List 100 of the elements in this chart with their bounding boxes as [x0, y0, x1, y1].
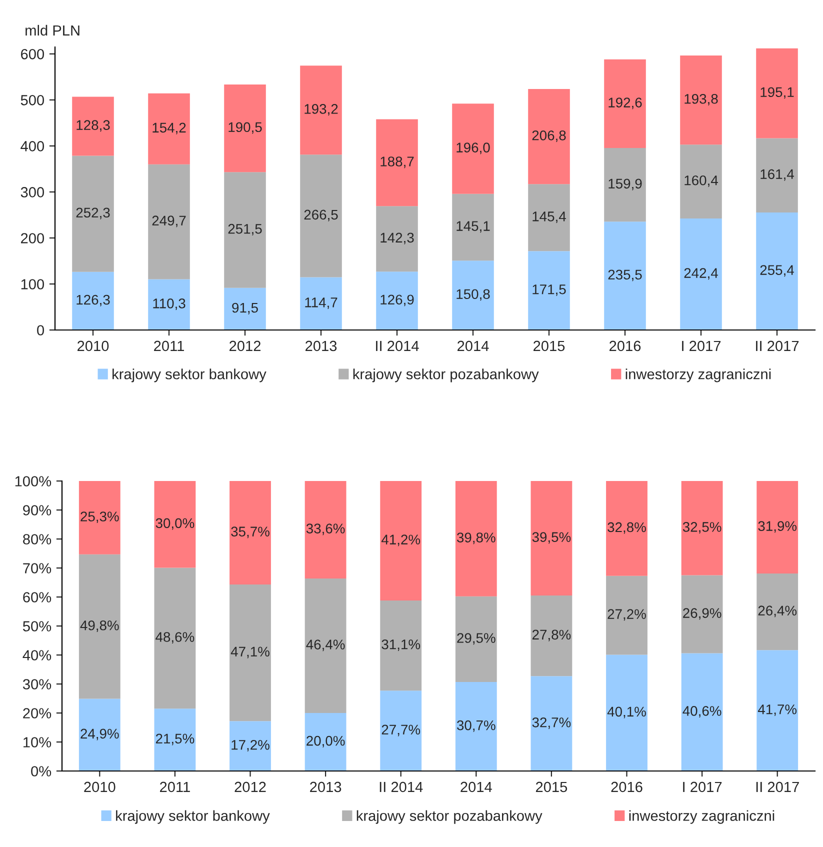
bar	[72, 96, 114, 156]
x-tick-label: I 2017	[683, 782, 722, 792]
data-label: 142,3	[380, 232, 414, 244]
data-label: 39,5%	[532, 532, 571, 544]
x-tick-label: 2015	[536, 782, 568, 792]
data-label: 41,2%	[381, 534, 420, 546]
y-tick-label: 50%	[22, 621, 52, 632]
data-label: 46,4%	[306, 640, 345, 652]
bar	[452, 104, 494, 194]
data-label: 249,7	[152, 216, 186, 228]
data-label: 128,3	[76, 120, 110, 132]
bar	[681, 481, 723, 576]
data-label: 48,6%	[156, 632, 194, 644]
bar	[680, 55, 722, 145]
data-label: 110,3	[153, 298, 186, 310]
y-tick-label: 40%	[22, 650, 52, 660]
bar	[380, 690, 422, 771]
data-label: 193,2	[304, 104, 338, 116]
x-tick-label: I 2017	[682, 340, 721, 352]
data-label: 33,6%	[306, 524, 345, 536]
bar	[300, 277, 342, 330]
y-axis-title: mld PLN	[26, 24, 80, 36]
data-label: 32,8%	[608, 522, 646, 534]
bar	[300, 154, 342, 278]
bar	[455, 596, 497, 682]
data-label: 255,4	[760, 265, 794, 277]
bar	[78, 481, 120, 554]
x-tick-label: 2013	[306, 340, 337, 352]
data-label: 31,1%	[382, 639, 420, 651]
data-label: 126,3	[76, 294, 110, 306]
y-tick-label: 70%	[23, 563, 52, 574]
bar	[230, 584, 271, 722]
bar	[756, 212, 798, 330]
data-label: 47,1%	[230, 646, 270, 658]
data-label: 193,8	[684, 94, 718, 106]
x-tick-label: 2010	[78, 340, 109, 352]
data-label: 251,5	[228, 224, 262, 236]
bar	[606, 576, 648, 655]
data-label: 30,7%	[456, 720, 496, 732]
x-tick-label: II 2017	[756, 340, 799, 352]
bar	[530, 596, 572, 676]
bar	[756, 481, 798, 574]
y-tick-label: 80%	[23, 534, 52, 544]
bar	[224, 84, 266, 172]
bar	[380, 600, 422, 691]
x-tick-label: 2013	[310, 782, 342, 792]
bar	[376, 206, 418, 272]
legend-label: krajowy sektor bankowy	[112, 368, 266, 382]
legend-label: krajowy sektor pozabankowy	[356, 810, 542, 824]
x-tick-label: 2010	[84, 782, 116, 792]
bar	[148, 279, 190, 330]
x-tick-label: 2012	[234, 782, 266, 792]
data-label: 171,5	[532, 284, 566, 296]
bar	[530, 481, 572, 596]
y-tick-label: 0%	[31, 766, 52, 776]
bar	[680, 218, 722, 330]
bar	[756, 48, 798, 138]
bar	[528, 184, 570, 252]
bar	[606, 654, 648, 771]
data-label: 40,6%	[682, 706, 722, 718]
data-label: 206,8	[532, 130, 566, 142]
bar	[304, 481, 346, 578]
data-label: 26,4%	[758, 606, 797, 618]
data-label: 159,9	[608, 178, 642, 190]
bar	[72, 272, 114, 330]
bar	[756, 574, 798, 650]
data-label: 126,9	[380, 294, 414, 306]
bar	[376, 272, 418, 330]
data-label: 145,1	[456, 221, 490, 233]
bar	[604, 222, 646, 330]
bar	[304, 713, 346, 771]
bar	[224, 172, 266, 288]
x-tick-label: 2015	[534, 340, 565, 352]
data-label: 235,5	[608, 270, 642, 282]
data-label: 25,3%	[80, 512, 119, 524]
bar	[224, 288, 266, 330]
data-label: 190,5	[228, 122, 262, 134]
data-label: 266,5	[304, 210, 338, 222]
data-label: 154,2	[152, 122, 186, 134]
y-tick-label: 10%	[24, 737, 52, 748]
bar	[606, 481, 648, 576]
bar	[300, 66, 342, 155]
y-tick-label: 90%	[23, 505, 52, 516]
bar	[230, 481, 271, 585]
legend-label: krajowy sektor pozabankowy	[353, 368, 539, 382]
y-tick-label: 600	[20, 49, 44, 60]
x-tick-label: II 2014	[380, 782, 423, 792]
y-tick-label: 500	[20, 95, 44, 106]
data-label: 192,6	[608, 98, 642, 110]
data-label: 20,0%	[306, 736, 345, 748]
bar	[154, 708, 196, 771]
bar	[154, 481, 196, 568]
data-label: 27,7%	[382, 724, 420, 736]
bar	[455, 481, 497, 596]
bar	[756, 650, 798, 771]
bar	[528, 251, 570, 330]
data-label: 32,5%	[682, 522, 722, 534]
data-label: 17,2%	[232, 740, 270, 752]
data-label: 26,9%	[683, 608, 722, 620]
y-tick-label: 300	[20, 187, 44, 198]
